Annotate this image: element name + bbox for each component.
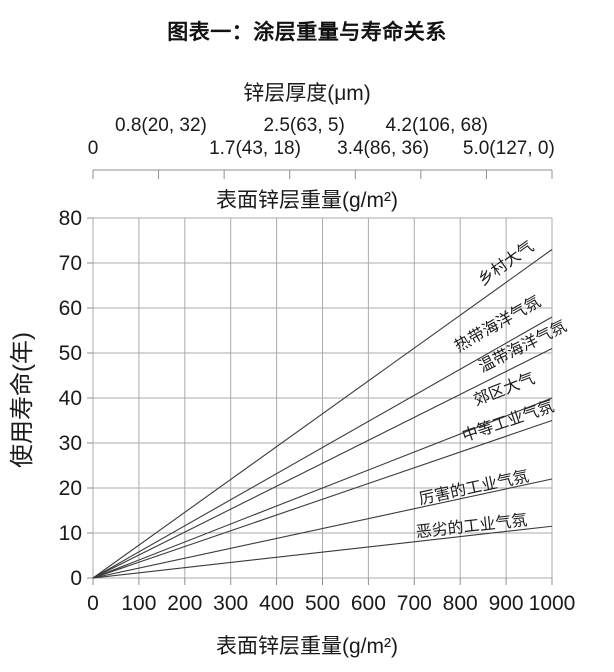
top-axis-tick-label: 1.7(43, 18) — [209, 138, 301, 159]
y-axis-tick-label: 30 — [59, 432, 82, 455]
series-label-severe-industrial: 厉害的工业气氛 — [417, 467, 530, 508]
series-line-suburban-atmosphere — [92, 397, 553, 579]
y-axis-tick-label: 70 — [59, 252, 82, 275]
top-axis-tick-label: 0.8(20, 32) — [115, 115, 207, 136]
top-axis-tick-label: 2.5(63, 5) — [263, 115, 344, 136]
series-label-moderate-industrial: 中等工业气氛 — [460, 397, 557, 445]
y-axis-tick-label: 80 — [59, 207, 82, 230]
series-label-harsh-industrial: 恶劣的工业气氛 — [415, 511, 528, 541]
top-axis-tick-label: 5.0(127, 0) — [463, 138, 555, 159]
y-axis-tick-label: 60 — [59, 297, 82, 320]
series-line-temperate-marine — [92, 348, 553, 579]
series-line-moderate-industrial — [92, 419, 553, 579]
x-axis-title: 表面锌层重量(g/m²) — [216, 635, 398, 658]
x-axis-tick-label: 300 — [213, 592, 248, 615]
series-label-suburban-atmosphere: 郊区大气 — [471, 369, 537, 409]
top-axis-tick-label: 4.2(106, 68) — [386, 115, 488, 136]
x-axis-tick-label: 600 — [351, 592, 386, 615]
y-axis-tick-label: 50 — [59, 342, 82, 365]
series-line-severe-industrial — [92, 478, 553, 579]
top-axis-tick-label: 3.4(86, 36) — [337, 138, 429, 159]
x-axis-tick-label: 1000 — [529, 592, 576, 615]
series-line-rural-atmosphere — [92, 249, 553, 579]
x-axis-tick-label: 800 — [443, 592, 478, 615]
x-axis-tick-label: 200 — [167, 592, 202, 615]
y-axis-tick-label: 20 — [59, 477, 82, 500]
series-line-harsh-industrial — [92, 525, 553, 579]
y-axis-tick-label: 40 — [59, 387, 82, 410]
top-axis-title: 锌层厚度(μm) — [243, 82, 371, 105]
y-axis-tick-label: 10 — [59, 522, 82, 545]
top-axis-subtitle: 表面锌层重量(g/m²) — [216, 189, 398, 212]
x-axis-tick-label: 900 — [489, 592, 524, 615]
chart-title: 图表一：涂层重量与寿命关系 — [167, 21, 447, 44]
y-axis-title: 使用寿命(年) — [9, 332, 36, 468]
y-axis-tick-label: 0 — [70, 567, 82, 590]
x-axis-tick-label: 700 — [397, 592, 432, 615]
top-axis-tick-label: 0 — [88, 138, 99, 159]
x-axis-tick-label: 100 — [121, 592, 156, 615]
series-line-tropical-marine — [92, 316, 553, 579]
x-axis-tick-label: 500 — [305, 592, 340, 615]
x-axis-tick-label: 0 — [87, 592, 99, 615]
x-axis-tick-label: 400 — [259, 592, 294, 615]
